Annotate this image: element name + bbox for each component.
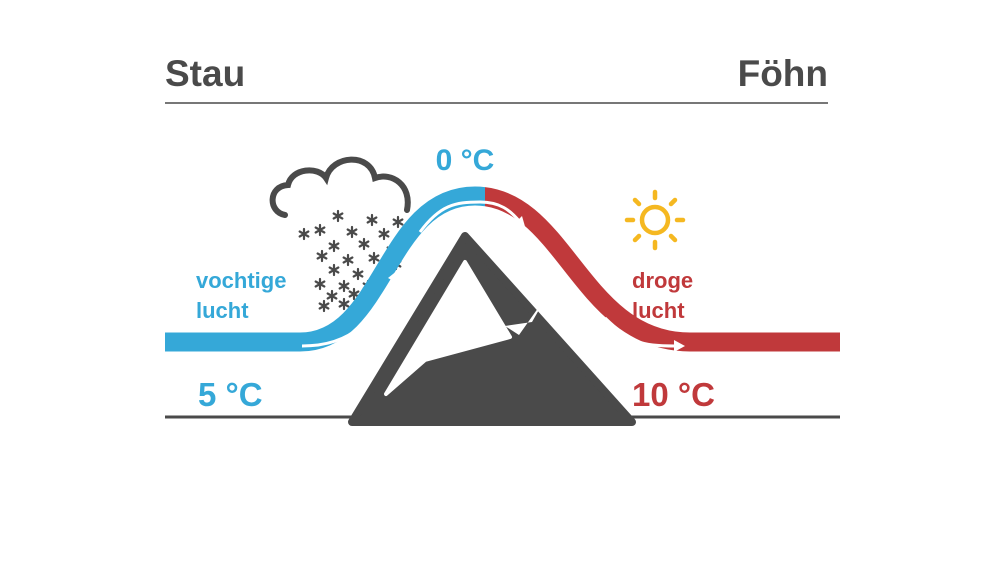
arrow-icon (301, 277, 396, 348)
dry-air-band (485, 187, 840, 352)
snowflake-icon (392, 215, 404, 229)
snowflake-icon (328, 263, 340, 277)
windward-temperature: 5 °C (198, 376, 263, 413)
dry-air-label-line1: droge (632, 268, 693, 293)
arrow-icon (388, 270, 398, 283)
snowflake-icon (346, 225, 358, 239)
snowflake-icon (314, 277, 326, 291)
snowflake-icon (348, 287, 360, 301)
snowflake-icon (338, 279, 350, 293)
snowflake-icon (368, 251, 380, 265)
snowflake-icon (316, 249, 328, 263)
snowflake-icon (338, 297, 350, 311)
snowflake-icon (326, 289, 338, 303)
snowflake-icon (314, 223, 326, 237)
snowflake-icon (352, 267, 364, 281)
title-foehn: Föhn (738, 53, 828, 94)
moist-air-band (165, 186, 485, 352)
title-stau: Stau (165, 53, 245, 94)
mountain-icon (348, 232, 636, 426)
air-flow (165, 186, 840, 352)
arrow-icon (514, 216, 526, 230)
snowflake-icon (318, 299, 330, 313)
dry-air-label-line2: lucht (632, 298, 685, 323)
snowflake-icon (332, 209, 344, 223)
moist-air-label-line2: lucht (196, 298, 249, 323)
snowflake-icon (366, 213, 378, 227)
snowflake-icon (358, 237, 370, 251)
cloud-icon (269, 156, 411, 218)
leeward-temperature: 10 °C (632, 376, 715, 413)
snowflake-icon (328, 239, 340, 253)
snowflake-icon (298, 227, 310, 241)
sun-icon (624, 189, 686, 251)
peak-temperature: 0 °C (436, 144, 495, 177)
arrow-icon (674, 340, 685, 352)
snowflake-icon (342, 253, 354, 267)
snowflake-icon (378, 227, 390, 241)
moist-air-label-line1: vochtige (196, 268, 286, 293)
